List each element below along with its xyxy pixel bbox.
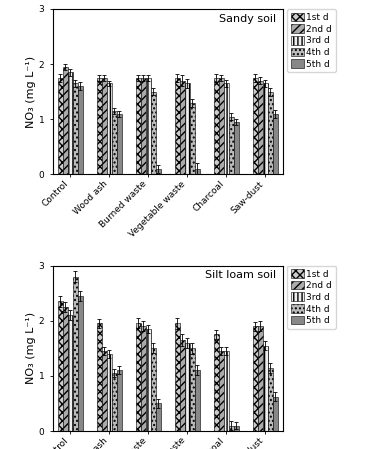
Bar: [257, 81, 263, 175]
Bar: [213, 335, 219, 431]
Bar: [78, 86, 83, 175]
Legend: 1st d, 2nd d, 3rd d, 4th d, 5th d: 1st d, 2nd d, 3rd d, 4th d, 5th d: [287, 9, 336, 72]
Bar: [58, 78, 63, 175]
Bar: [185, 84, 190, 175]
Legend: 1st d, 2nd d, 3rd d, 4th d, 5th d: 1st d, 2nd d, 3rd d, 4th d, 5th d: [287, 265, 336, 329]
Bar: [102, 78, 107, 175]
Bar: [180, 340, 185, 431]
Bar: [97, 78, 102, 175]
Bar: [136, 78, 141, 175]
Bar: [175, 323, 180, 431]
Bar: [219, 78, 224, 175]
Bar: [73, 277, 78, 431]
Text: Silt loam soil: Silt loam soil: [205, 270, 276, 281]
Bar: [273, 397, 278, 431]
Bar: [234, 122, 239, 175]
Bar: [141, 326, 146, 431]
Bar: [68, 315, 73, 431]
Bar: [224, 351, 229, 431]
Bar: [146, 329, 151, 431]
Bar: [263, 84, 268, 175]
Bar: [151, 92, 156, 175]
Bar: [190, 348, 195, 431]
Bar: [253, 326, 257, 431]
Bar: [107, 84, 112, 175]
Bar: [78, 296, 83, 431]
Y-axis label: NO₃ (mg L⁻¹): NO₃ (mg L⁻¹): [26, 56, 36, 128]
Bar: [107, 354, 112, 431]
Bar: [213, 78, 219, 175]
Bar: [117, 370, 122, 431]
Bar: [273, 114, 278, 175]
Bar: [102, 351, 107, 431]
Bar: [156, 169, 161, 175]
Bar: [195, 370, 200, 431]
Bar: [224, 84, 229, 175]
Bar: [73, 84, 78, 175]
Bar: [97, 323, 102, 431]
Bar: [117, 114, 122, 175]
Bar: [112, 373, 117, 431]
Bar: [257, 326, 263, 431]
Bar: [263, 346, 268, 431]
Bar: [268, 368, 273, 431]
Bar: [195, 169, 200, 175]
Bar: [268, 92, 273, 175]
Bar: [253, 78, 257, 175]
Bar: [141, 78, 146, 175]
Bar: [229, 117, 234, 175]
Bar: [234, 426, 239, 431]
Bar: [185, 343, 190, 431]
Bar: [175, 78, 180, 175]
Bar: [112, 111, 117, 175]
Bar: [136, 323, 141, 431]
Y-axis label: NO₃ (mg L⁻¹): NO₃ (mg L⁻¹): [26, 312, 36, 384]
Bar: [63, 67, 68, 175]
Bar: [146, 78, 151, 175]
Bar: [58, 301, 63, 431]
Bar: [190, 103, 195, 175]
Bar: [63, 307, 68, 431]
Bar: [229, 426, 234, 431]
Bar: [219, 351, 224, 431]
Bar: [68, 72, 73, 175]
Bar: [151, 348, 156, 431]
Bar: [156, 404, 161, 431]
Text: Sandy soil: Sandy soil: [219, 14, 276, 24]
Bar: [180, 81, 185, 175]
